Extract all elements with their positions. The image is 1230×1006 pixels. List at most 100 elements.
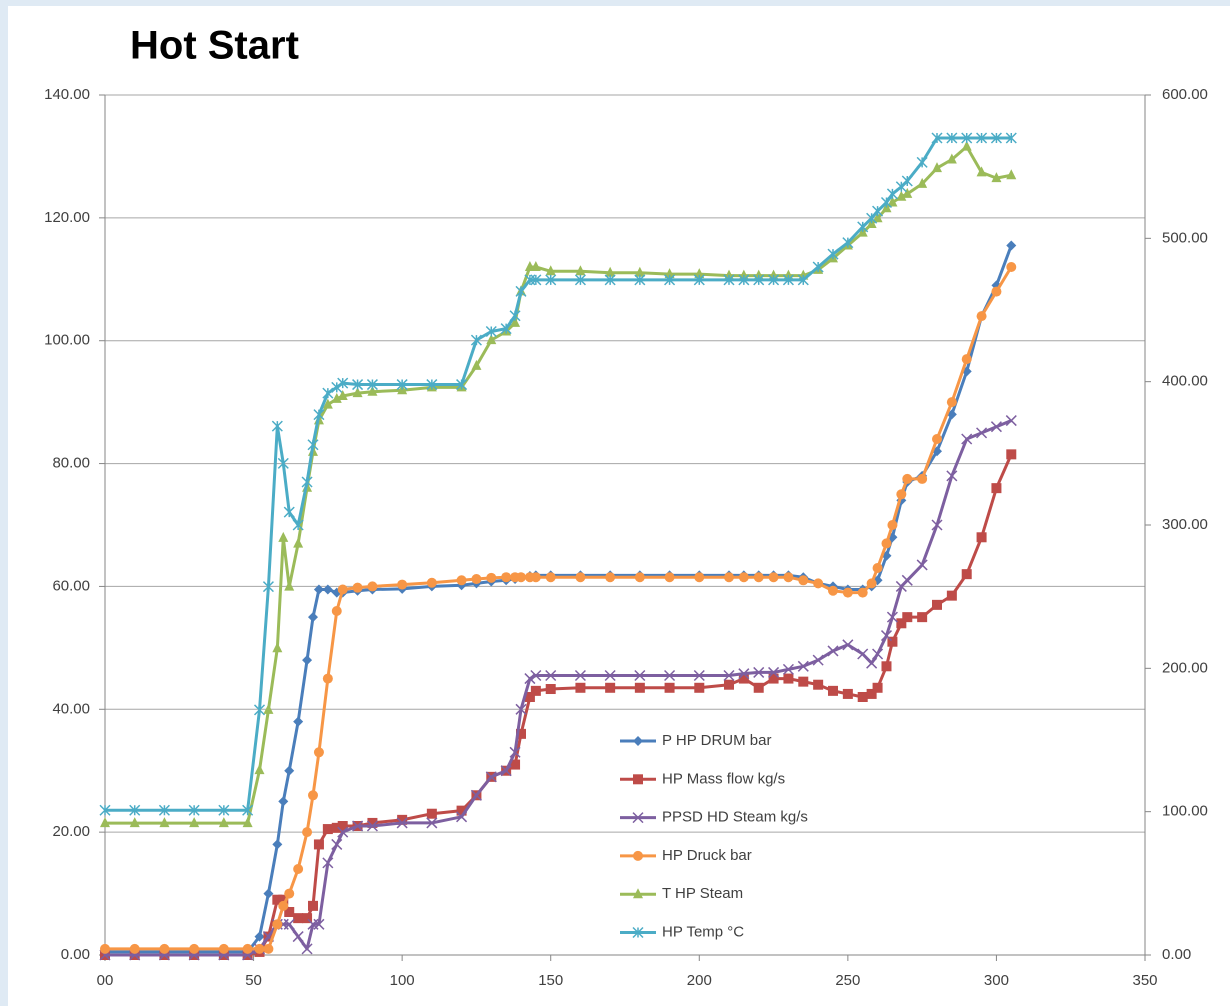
- marker: [501, 572, 512, 583]
- y-tick-label: 100.00: [44, 332, 90, 349]
- marker: [724, 679, 734, 690]
- marker: [396, 379, 408, 391]
- marker: [575, 265, 586, 276]
- marker: [991, 286, 1002, 297]
- marker: [100, 817, 110, 828]
- marker: [887, 636, 898, 647]
- marker: [486, 572, 497, 583]
- marker: [946, 590, 957, 601]
- marker: [768, 673, 779, 684]
- marker: [931, 132, 943, 144]
- marker: [917, 473, 928, 484]
- marker: [284, 907, 295, 917]
- marker: [129, 817, 140, 828]
- marker: [976, 311, 987, 322]
- marker: [753, 666, 765, 678]
- marker: [284, 765, 295, 776]
- marker: [254, 764, 265, 775]
- marker: [271, 420, 283, 432]
- marker: [367, 817, 378, 828]
- marker: [880, 630, 893, 642]
- marker: [872, 563, 883, 573]
- marker: [283, 506, 295, 518]
- marker: [880, 196, 893, 209]
- series: [99, 415, 1017, 961]
- marker: [946, 132, 958, 144]
- marker: [902, 187, 913, 198]
- marker: [827, 645, 839, 657]
- marker: [866, 212, 878, 224]
- marker: [530, 685, 541, 696]
- marker: [302, 913, 313, 924]
- chart-title: Hot Start: [130, 24, 299, 68]
- y-tick-label: 120.00: [44, 209, 90, 226]
- marker: [308, 790, 318, 801]
- marker: [842, 688, 853, 699]
- marker: [782, 274, 794, 286]
- marker: [500, 765, 512, 777]
- marker: [872, 648, 884, 660]
- marker: [510, 316, 521, 327]
- marker: [301, 476, 313, 488]
- marker: [886, 611, 898, 623]
- marker: [946, 470, 958, 482]
- marker: [797, 660, 809, 672]
- marker: [961, 569, 972, 580]
- marker: [313, 409, 325, 421]
- marker: [352, 582, 363, 593]
- marker: [976, 132, 988, 144]
- marker: [292, 519, 304, 531]
- marker: [456, 379, 468, 391]
- y2-tick-label: 500.00: [1162, 229, 1208, 246]
- y-tick-label: 0.00: [61, 946, 90, 963]
- marker: [545, 274, 557, 286]
- x-tick-label: 300: [984, 972, 1009, 989]
- marker: [337, 821, 348, 831]
- marker: [724, 572, 734, 583]
- marker: [633, 888, 643, 899]
- marker: [857, 221, 869, 233]
- marker: [605, 572, 616, 583]
- marker: [768, 274, 780, 286]
- marker: [313, 584, 324, 595]
- marker: [242, 817, 253, 828]
- marker: [272, 642, 283, 653]
- marker: [426, 577, 437, 588]
- series: [99, 132, 1017, 816]
- marker: [301, 943, 313, 955]
- marker: [302, 827, 313, 838]
- marker: [917, 177, 928, 188]
- marker: [510, 759, 521, 770]
- marker: [605, 266, 616, 277]
- marker: [990, 132, 1002, 144]
- marker: [887, 520, 898, 530]
- marker: [881, 661, 892, 672]
- marker: [866, 657, 878, 669]
- marker: [857, 648, 869, 660]
- marker: [990, 421, 1002, 433]
- y-tick-label: 140.00: [44, 86, 90, 103]
- marker: [872, 205, 884, 217]
- marker: [366, 820, 378, 832]
- marker: [331, 606, 342, 616]
- marker: [352, 379, 364, 391]
- marker: [1006, 449, 1017, 460]
- marker: [872, 682, 883, 693]
- marker: [278, 796, 289, 807]
- marker: [254, 931, 265, 942]
- marker: [530, 274, 542, 286]
- y-tick-label: 60.00: [52, 577, 90, 594]
- marker: [738, 668, 750, 680]
- marker: [322, 387, 334, 399]
- marker: [313, 918, 325, 930]
- marker: [530, 261, 541, 271]
- marker: [322, 584, 333, 595]
- y2-tick-label: 600.00: [1162, 86, 1208, 103]
- marker: [632, 926, 644, 939]
- legend-label: PPSD HD Steam kg/s: [662, 809, 808, 826]
- marker: [337, 584, 348, 595]
- marker: [976, 532, 987, 543]
- marker: [813, 679, 824, 690]
- marker: [516, 728, 526, 739]
- marker: [917, 612, 928, 623]
